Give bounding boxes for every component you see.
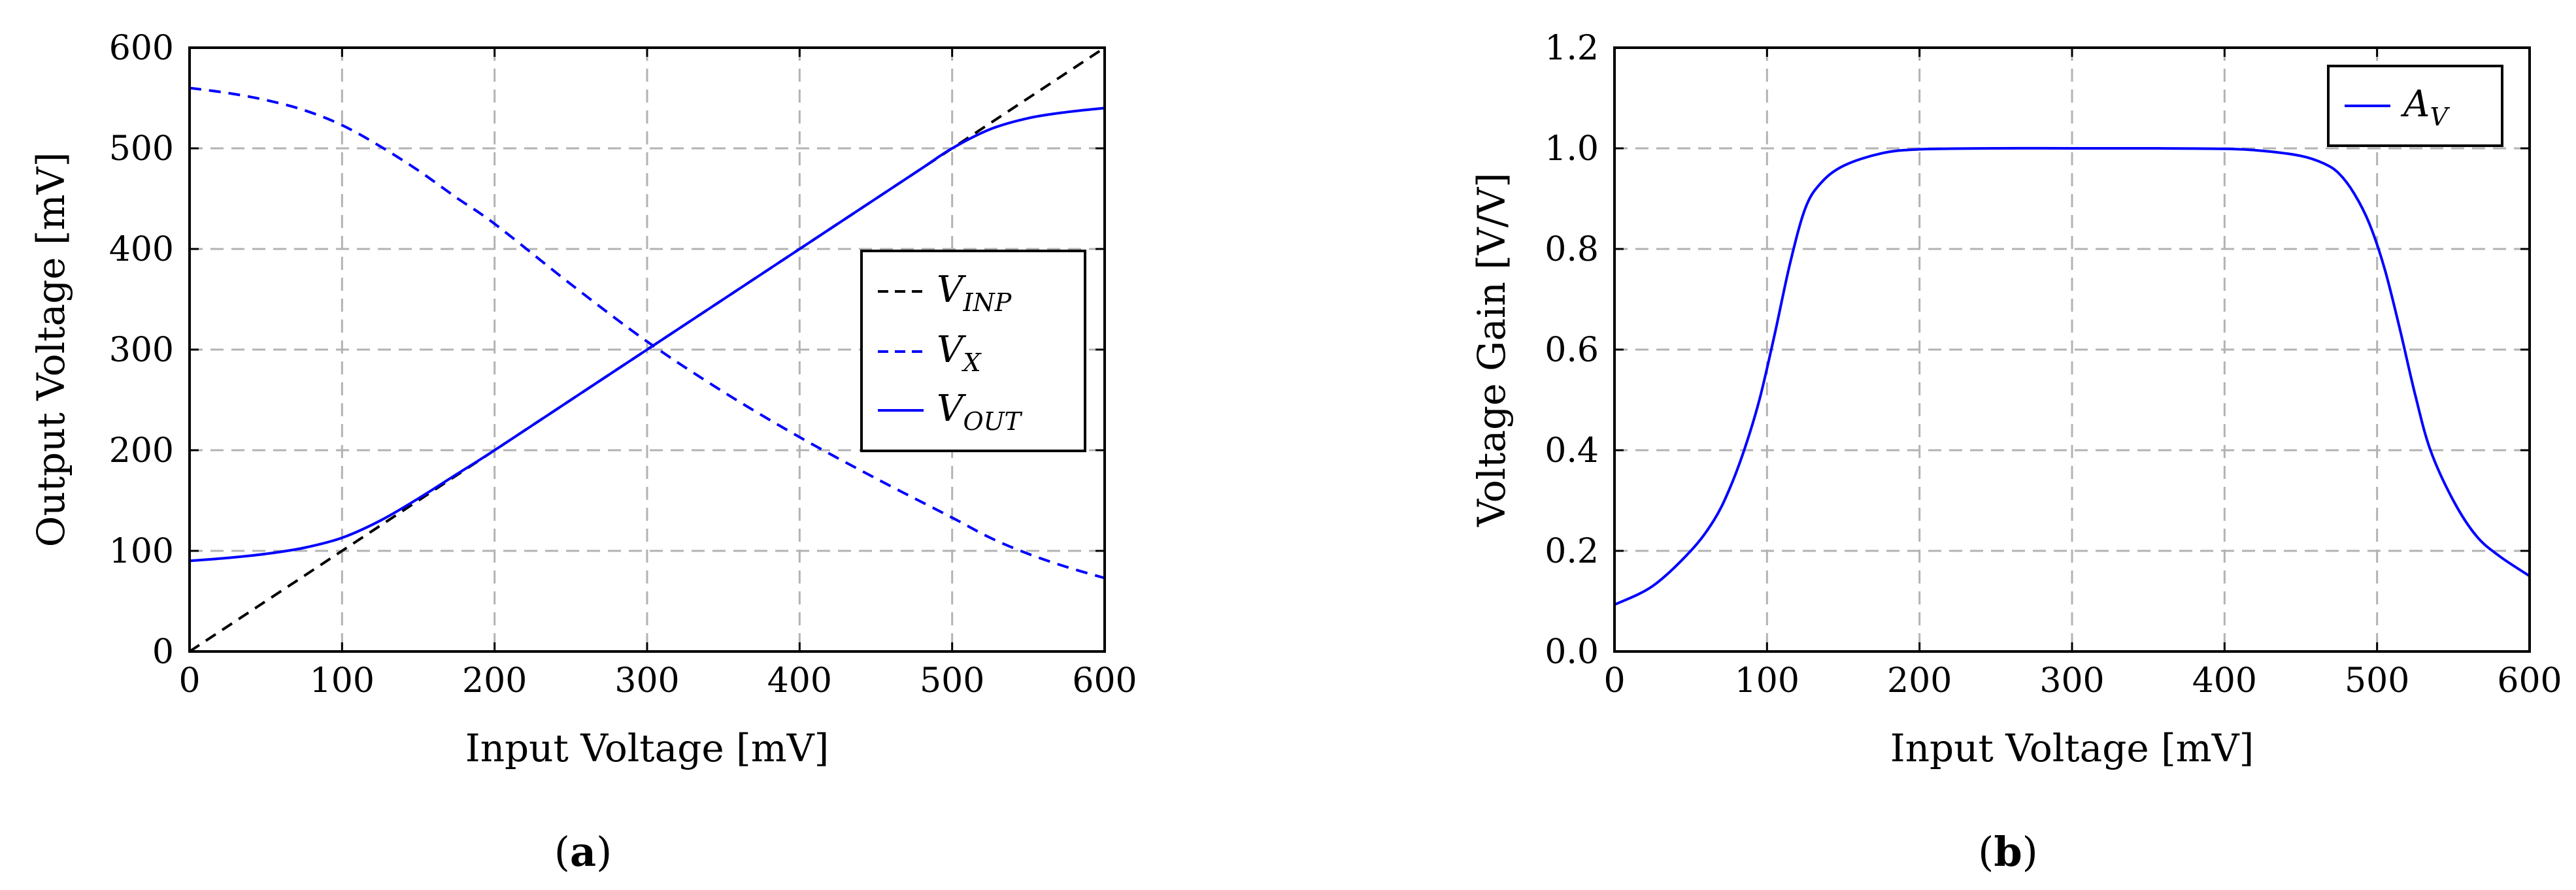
x-tick-label: 200 — [1887, 661, 1952, 700]
x-tick-label: 600 — [2497, 661, 2562, 700]
y-tick-label: 600 — [109, 29, 174, 68]
series-a — [188, 46, 1106, 653]
x-tick-label: 600 — [1072, 661, 1137, 700]
x-axis-label-b: Input Voltage [mV] — [1890, 726, 2254, 770]
series-line-v-x — [189, 86, 1105, 580]
panel-label-a: (a) — [554, 828, 612, 876]
x-axis-label-a: Input Voltage [mV] — [465, 726, 829, 770]
y-tick-label: 0.4 — [1545, 431, 1599, 470]
grid-b — [1614, 48, 2530, 651]
tick-labels-a: 0 100 200 300 400 500 600 0 100 200 300 400 500 600 — [109, 29, 1137, 700]
legend-label-vinp: VINP — [937, 269, 1012, 317]
y-axis-label-a: Output Voltage [mV] — [29, 152, 73, 547]
x-tick-label: 300 — [614, 661, 679, 700]
x-tick-label: 200 — [462, 661, 527, 700]
x-tick-label: 500 — [2345, 661, 2409, 700]
x-tick-label: 300 — [2039, 661, 2104, 700]
x-tick-label: 0 — [178, 661, 200, 700]
y-tick-label: 400 — [109, 230, 174, 269]
x-tick-label: 100 — [1735, 661, 1799, 700]
series-line-a-v — [1614, 146, 2531, 606]
x-tick-label: 400 — [767, 661, 832, 700]
y-tick-label: 0.2 — [1545, 532, 1599, 571]
y-tick-label: 300 — [109, 331, 174, 370]
y-tick-label: 500 — [109, 129, 174, 169]
y-tick-label: 200 — [109, 431, 174, 470]
series-b — [1614, 146, 2531, 606]
y-tick-label: 1.0 — [1545, 129, 1599, 169]
chart-a: 0 100 200 300 400 500 600 0 100 200 300 400 500 600 I… — [29, 29, 1137, 876]
legend-label-vx: VX — [937, 329, 982, 377]
ticks-a — [188, 46, 1106, 653]
chart-b: 0 100 200 300 400 500 600 0.0 0.2 0.4 0.6 0.8 1.0 1.2… — [1469, 29, 2562, 876]
y-tick-label: 1.2 — [1545, 29, 1599, 68]
panel-label-b: (b) — [1978, 828, 2038, 876]
x-tick-label: 100 — [310, 661, 375, 700]
series-line-v-out — [189, 107, 1105, 563]
legend-a: VINP VX VOUT — [860, 250, 1086, 452]
legend-label-av: AV — [2400, 83, 2450, 131]
x-tick-label: 400 — [2192, 661, 2257, 700]
y-tick-label: 100 — [109, 532, 174, 571]
y-tick-label: 0.6 — [1545, 331, 1599, 370]
y-tick-label: 0.0 — [1545, 633, 1599, 672]
x-tick-label: 0 — [1603, 661, 1625, 700]
legend-b: AV — [2327, 65, 2503, 147]
y-tick-label: 0.8 — [1545, 230, 1599, 269]
x-tick-label: 500 — [920, 661, 984, 700]
y-tick-label: 0 — [152, 633, 174, 672]
legend-label-vout: VOUT — [937, 387, 1023, 436]
tick-labels-b: 0 100 200 300 400 500 600 0.0 0.2 0.4 0.6 0.8 1.0 1.2 — [1545, 29, 2562, 700]
ticks-b — [1613, 46, 2531, 653]
y-axis-label-b: Voltage Gain [V/V] — [1469, 173, 1514, 527]
